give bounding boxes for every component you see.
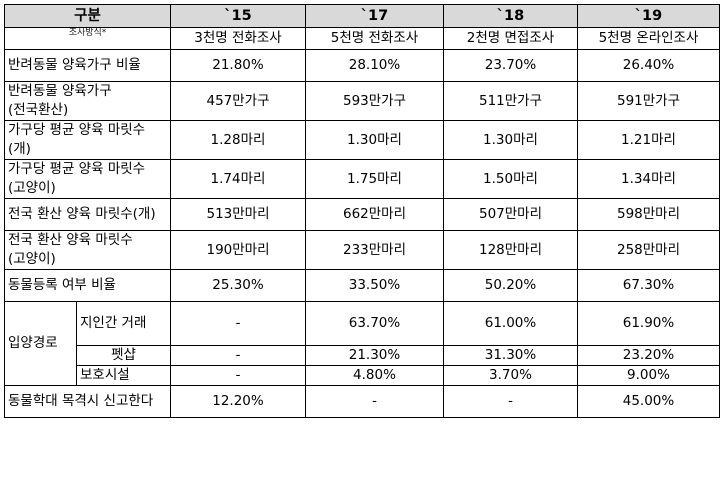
table-cell: - xyxy=(443,385,578,418)
table-cell: 1.34마리 xyxy=(577,159,720,199)
table-cell: 12.20% xyxy=(170,385,306,418)
table-row: 전국 환산 양육 마릿수(개) 513만마리 662만마리 507만마리 598… xyxy=(4,198,720,231)
table-cell: 61.00% xyxy=(443,301,578,346)
header-row: 구분 `15 `17 `18 `19 xyxy=(4,4,720,28)
table-cell: 1.30마리 xyxy=(443,120,578,160)
table-cell: 1.28마리 xyxy=(170,120,306,160)
row-label: 전국 환산 양육 마릿수(개) xyxy=(4,198,171,231)
table-cell: 593만가구 xyxy=(305,81,444,121)
table-row: 전국 환산 양육 마릿수(고양이) 190만마리 233만마리 128만마리 2… xyxy=(4,230,720,270)
row-label: 반려동물 양육가구 비율 xyxy=(4,49,171,82)
table-row: 동물학대 목격시 신고한다 12.20% - - 45.00% xyxy=(4,385,720,418)
table-cell: 1.75마리 xyxy=(305,159,444,199)
table-cell: 513만마리 xyxy=(170,198,306,231)
table-row: 가구당 평균 양육 마릿수(개) 1.28마리 1.30마리 1.30마리 1.… xyxy=(4,120,720,160)
table-cell: 21.30% xyxy=(305,345,444,366)
table-cell: 2천명 면접조사 xyxy=(443,27,578,50)
table-row: 입양경로 지인간 거래 - 63.70% 61.00% 61.90% xyxy=(4,301,720,386)
table-cell: 50.20% xyxy=(443,269,578,302)
row-label: 지인간 거래 xyxy=(76,301,171,346)
survey-method-label: 조사방식* xyxy=(4,27,171,50)
row-label: 가구당 평균 양육 마릿수(개) xyxy=(4,120,171,160)
header-year-18: `18 xyxy=(443,4,578,28)
table-cell: 67.30% xyxy=(577,269,720,302)
table-cell: 63.70% xyxy=(305,301,444,346)
table-row: 반려동물 양육가구(전국환산) 457만가구 593만가구 511만가구 591… xyxy=(4,81,720,121)
survey-method-row: 조사방식* 3천명 전화조사 5천명 전화조사 2천명 면접조사 5천명 온라인… xyxy=(4,27,720,50)
header-category: 구분 xyxy=(4,4,171,28)
table-cell: 61.90% xyxy=(577,301,720,346)
row-label: 펫샵 xyxy=(76,345,171,366)
row-label: 동물등록 여부 비율 xyxy=(4,269,171,302)
table-cell: 33.50% xyxy=(305,269,444,302)
table-cell: 457만가구 xyxy=(170,81,306,121)
table-row: 반려동물 양육가구 비율 21.80% 28.10% 23.70% 26.40% xyxy=(4,49,720,82)
table-cell: 190만마리 xyxy=(170,230,306,270)
table-cell: - xyxy=(170,365,306,386)
table-cell: 1.50마리 xyxy=(443,159,578,199)
table-cell: 1.74마리 xyxy=(170,159,306,199)
table-cell: 233만마리 xyxy=(305,230,444,270)
row-label: 동물학대 목격시 신고한다 xyxy=(4,385,171,418)
table-row: 펫샵 - 21.30% 31.30% 23.20% xyxy=(5,345,720,366)
table-cell: 45.00% xyxy=(577,385,720,418)
row-label: 가구당 평균 양육 마릿수(고양이) xyxy=(4,159,171,199)
header-year-17: `17 xyxy=(305,4,444,28)
table-cell: 128만마리 xyxy=(443,230,578,270)
adoption-route-label: 입양경로 xyxy=(4,301,77,386)
table-cell: 511만가구 xyxy=(443,81,578,121)
table-row: 동물등록 여부 비율 25.30% 33.50% 50.20% 67.30% xyxy=(4,269,720,302)
header-year-15: `15 xyxy=(170,4,306,28)
row-label: 보호시설 xyxy=(76,365,171,386)
table-cell: 662만마리 xyxy=(305,198,444,231)
table-cell: 598만마리 xyxy=(577,198,720,231)
table-cell: - xyxy=(170,301,306,346)
table-cell: 1.21마리 xyxy=(577,120,720,160)
table-row: 보호시설 - 4.80% 3.70% 9.00% xyxy=(5,365,720,386)
table-cell: 3.70% xyxy=(443,365,578,386)
table-cell: 3천명 전화조사 xyxy=(170,27,306,50)
pet-statistics-table: 구분 `15 `17 `18 `19 조사방식* 3천명 전화조사 5천명 전화… xyxy=(4,4,720,418)
table-cell: 26.40% xyxy=(577,49,720,82)
table-cell: 1.30마리 xyxy=(305,120,444,160)
table-cell: 25.30% xyxy=(170,269,306,302)
table-cell: 591만가구 xyxy=(577,81,720,121)
table-cell: 23.70% xyxy=(443,49,578,82)
header-year-19: `19 xyxy=(577,4,720,28)
table-cell: 23.20% xyxy=(577,345,720,366)
table-row: 가구당 평균 양육 마릿수(고양이) 1.74마리 1.75마리 1.50마리 … xyxy=(4,159,720,199)
table-cell: - xyxy=(305,385,444,418)
table-cell: 5천명 전화조사 xyxy=(305,27,444,50)
table-cell: 28.10% xyxy=(305,49,444,82)
table-cell: 31.30% xyxy=(443,345,578,366)
row-label: 전국 환산 양육 마릿수(고양이) xyxy=(4,230,171,270)
row-label: 반려동물 양육가구(전국환산) xyxy=(4,81,171,121)
table-cell: 507만마리 xyxy=(443,198,578,231)
table-cell: 258만마리 xyxy=(577,230,720,270)
table-cell: 4.80% xyxy=(305,365,444,386)
table-cell: 5천명 온라인조사 xyxy=(577,27,720,50)
table-cell: 21.80% xyxy=(170,49,306,82)
table-cell: 9.00% xyxy=(577,365,720,386)
table-cell: - xyxy=(170,345,306,366)
